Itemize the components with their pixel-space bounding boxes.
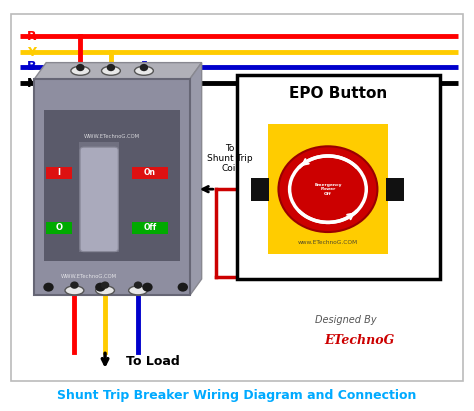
Circle shape bbox=[278, 146, 377, 232]
Circle shape bbox=[43, 283, 54, 292]
Ellipse shape bbox=[71, 66, 90, 75]
Text: B: B bbox=[27, 60, 37, 73]
Bar bbox=[251, 178, 269, 201]
Bar bbox=[386, 178, 404, 201]
Circle shape bbox=[76, 64, 84, 71]
Text: O: O bbox=[55, 224, 63, 233]
Ellipse shape bbox=[96, 286, 115, 295]
Circle shape bbox=[140, 64, 148, 71]
Circle shape bbox=[107, 64, 115, 71]
Text: EPO Button: EPO Button bbox=[289, 86, 387, 101]
Text: ETechnoG: ETechnoG bbox=[324, 334, 395, 347]
FancyBboxPatch shape bbox=[80, 147, 118, 252]
Polygon shape bbox=[35, 62, 201, 79]
Bar bbox=[237, 75, 439, 279]
Circle shape bbox=[95, 283, 106, 292]
Text: I: I bbox=[58, 169, 61, 177]
Text: WWW.ETechnoG.COM: WWW.ETechnoG.COM bbox=[61, 275, 117, 279]
Polygon shape bbox=[190, 62, 201, 296]
Bar bbox=[132, 167, 168, 179]
Text: To Load: To Load bbox=[126, 355, 180, 368]
Text: Y: Y bbox=[27, 46, 36, 59]
Circle shape bbox=[70, 282, 79, 289]
Text: N: N bbox=[27, 76, 37, 90]
Circle shape bbox=[178, 283, 188, 292]
Ellipse shape bbox=[135, 66, 154, 75]
Bar bbox=[79, 142, 119, 252]
Text: Shunt Trip Breaker Wiring Diagram and Connection: Shunt Trip Breaker Wiring Diagram and Co… bbox=[57, 389, 417, 402]
Text: Off: Off bbox=[144, 224, 157, 233]
Ellipse shape bbox=[65, 286, 84, 295]
Text: On: On bbox=[144, 169, 156, 177]
Text: www.ETechnoG.COM: www.ETechnoG.COM bbox=[298, 240, 358, 245]
Text: R: R bbox=[27, 30, 37, 43]
Text: Emergency
Power
Off: Emergency Power Off bbox=[314, 182, 342, 196]
Bar bbox=[268, 124, 388, 254]
Bar bbox=[46, 222, 72, 234]
Ellipse shape bbox=[128, 286, 147, 295]
Circle shape bbox=[142, 283, 153, 292]
Circle shape bbox=[134, 282, 142, 289]
Circle shape bbox=[101, 282, 109, 289]
Bar bbox=[132, 222, 168, 234]
Bar bbox=[35, 79, 190, 296]
Text: WWW.ETechnoG.COM: WWW.ETechnoG.COM bbox=[84, 134, 140, 139]
Text: Designed By: Designed By bbox=[315, 315, 376, 325]
Bar bbox=[46, 167, 72, 179]
Ellipse shape bbox=[101, 66, 120, 75]
Text: To
Shunt Trip
Coil: To Shunt Trip Coil bbox=[207, 144, 253, 173]
Bar bbox=[44, 110, 181, 261]
